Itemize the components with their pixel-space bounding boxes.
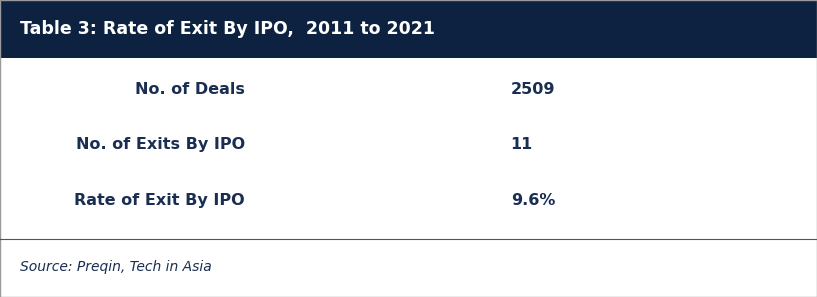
- Text: 2509: 2509: [511, 82, 555, 97]
- Text: Source: Preqin, Tech in Asia: Source: Preqin, Tech in Asia: [20, 260, 212, 274]
- Text: No. of Exits By IPO: No. of Exits By IPO: [76, 137, 245, 151]
- FancyBboxPatch shape: [0, 0, 817, 58]
- Text: No. of Deals: No. of Deals: [136, 82, 245, 97]
- Text: Table 3: Rate of Exit By IPO,  2011 to 2021: Table 3: Rate of Exit By IPO, 2011 to 20…: [20, 20, 435, 38]
- Text: Rate of Exit By IPO: Rate of Exit By IPO: [74, 193, 245, 208]
- Text: 9.6%: 9.6%: [511, 193, 555, 208]
- Text: 11: 11: [511, 137, 533, 151]
